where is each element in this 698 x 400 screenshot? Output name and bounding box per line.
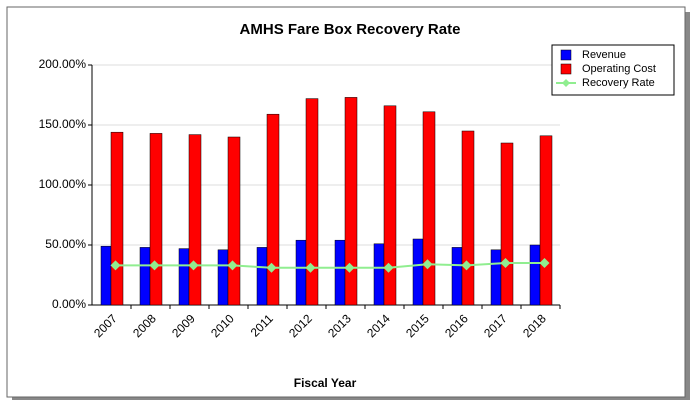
bar [412,238,424,306]
point [266,262,277,273]
y-tick-label: 50.00% [45,237,86,251]
point [149,260,160,271]
bar [149,133,163,306]
bar [451,247,463,306]
point [110,260,121,271]
bar [295,239,307,306]
point [227,260,238,271]
bar [334,239,346,306]
bar [188,134,202,306]
bar [373,243,385,306]
point [539,258,550,268]
bar [383,105,397,306]
bar [305,98,319,306]
legend-label: Recovery Rate [582,77,655,89]
bar [110,131,124,306]
bar [422,111,436,306]
point [500,258,511,268]
x-axis-title: Fiscal Year [294,376,357,390]
bar [500,142,514,306]
y-tick-label: 100.00% [39,177,87,191]
legend-swatch [560,49,572,61]
legend-label: Operating Cost [582,63,656,75]
chart-title: AMHS Fare Box Recovery Rate [240,21,461,38]
legend-swatch [560,63,572,75]
point [305,262,316,273]
point [422,259,433,270]
legend-label: Revenue [582,49,626,61]
bar [539,135,553,306]
line [115,262,545,269]
bar [461,130,475,306]
point [383,262,394,273]
bar [256,247,268,306]
bar [344,97,358,306]
y-tick-label: 200.00% [39,57,87,71]
bar [490,249,502,306]
point [344,262,355,273]
bar [100,245,112,306]
legend-marker [562,79,570,87]
bar [139,247,151,306]
bar [266,113,280,306]
legend-box [551,44,675,96]
bar [217,249,229,306]
y-tick-label: 150.00% [39,117,87,131]
point [461,260,472,271]
bar [227,136,241,306]
bar [178,248,190,306]
bar [529,244,541,306]
y-tick-label: 0.00% [52,297,86,311]
point [188,260,199,271]
